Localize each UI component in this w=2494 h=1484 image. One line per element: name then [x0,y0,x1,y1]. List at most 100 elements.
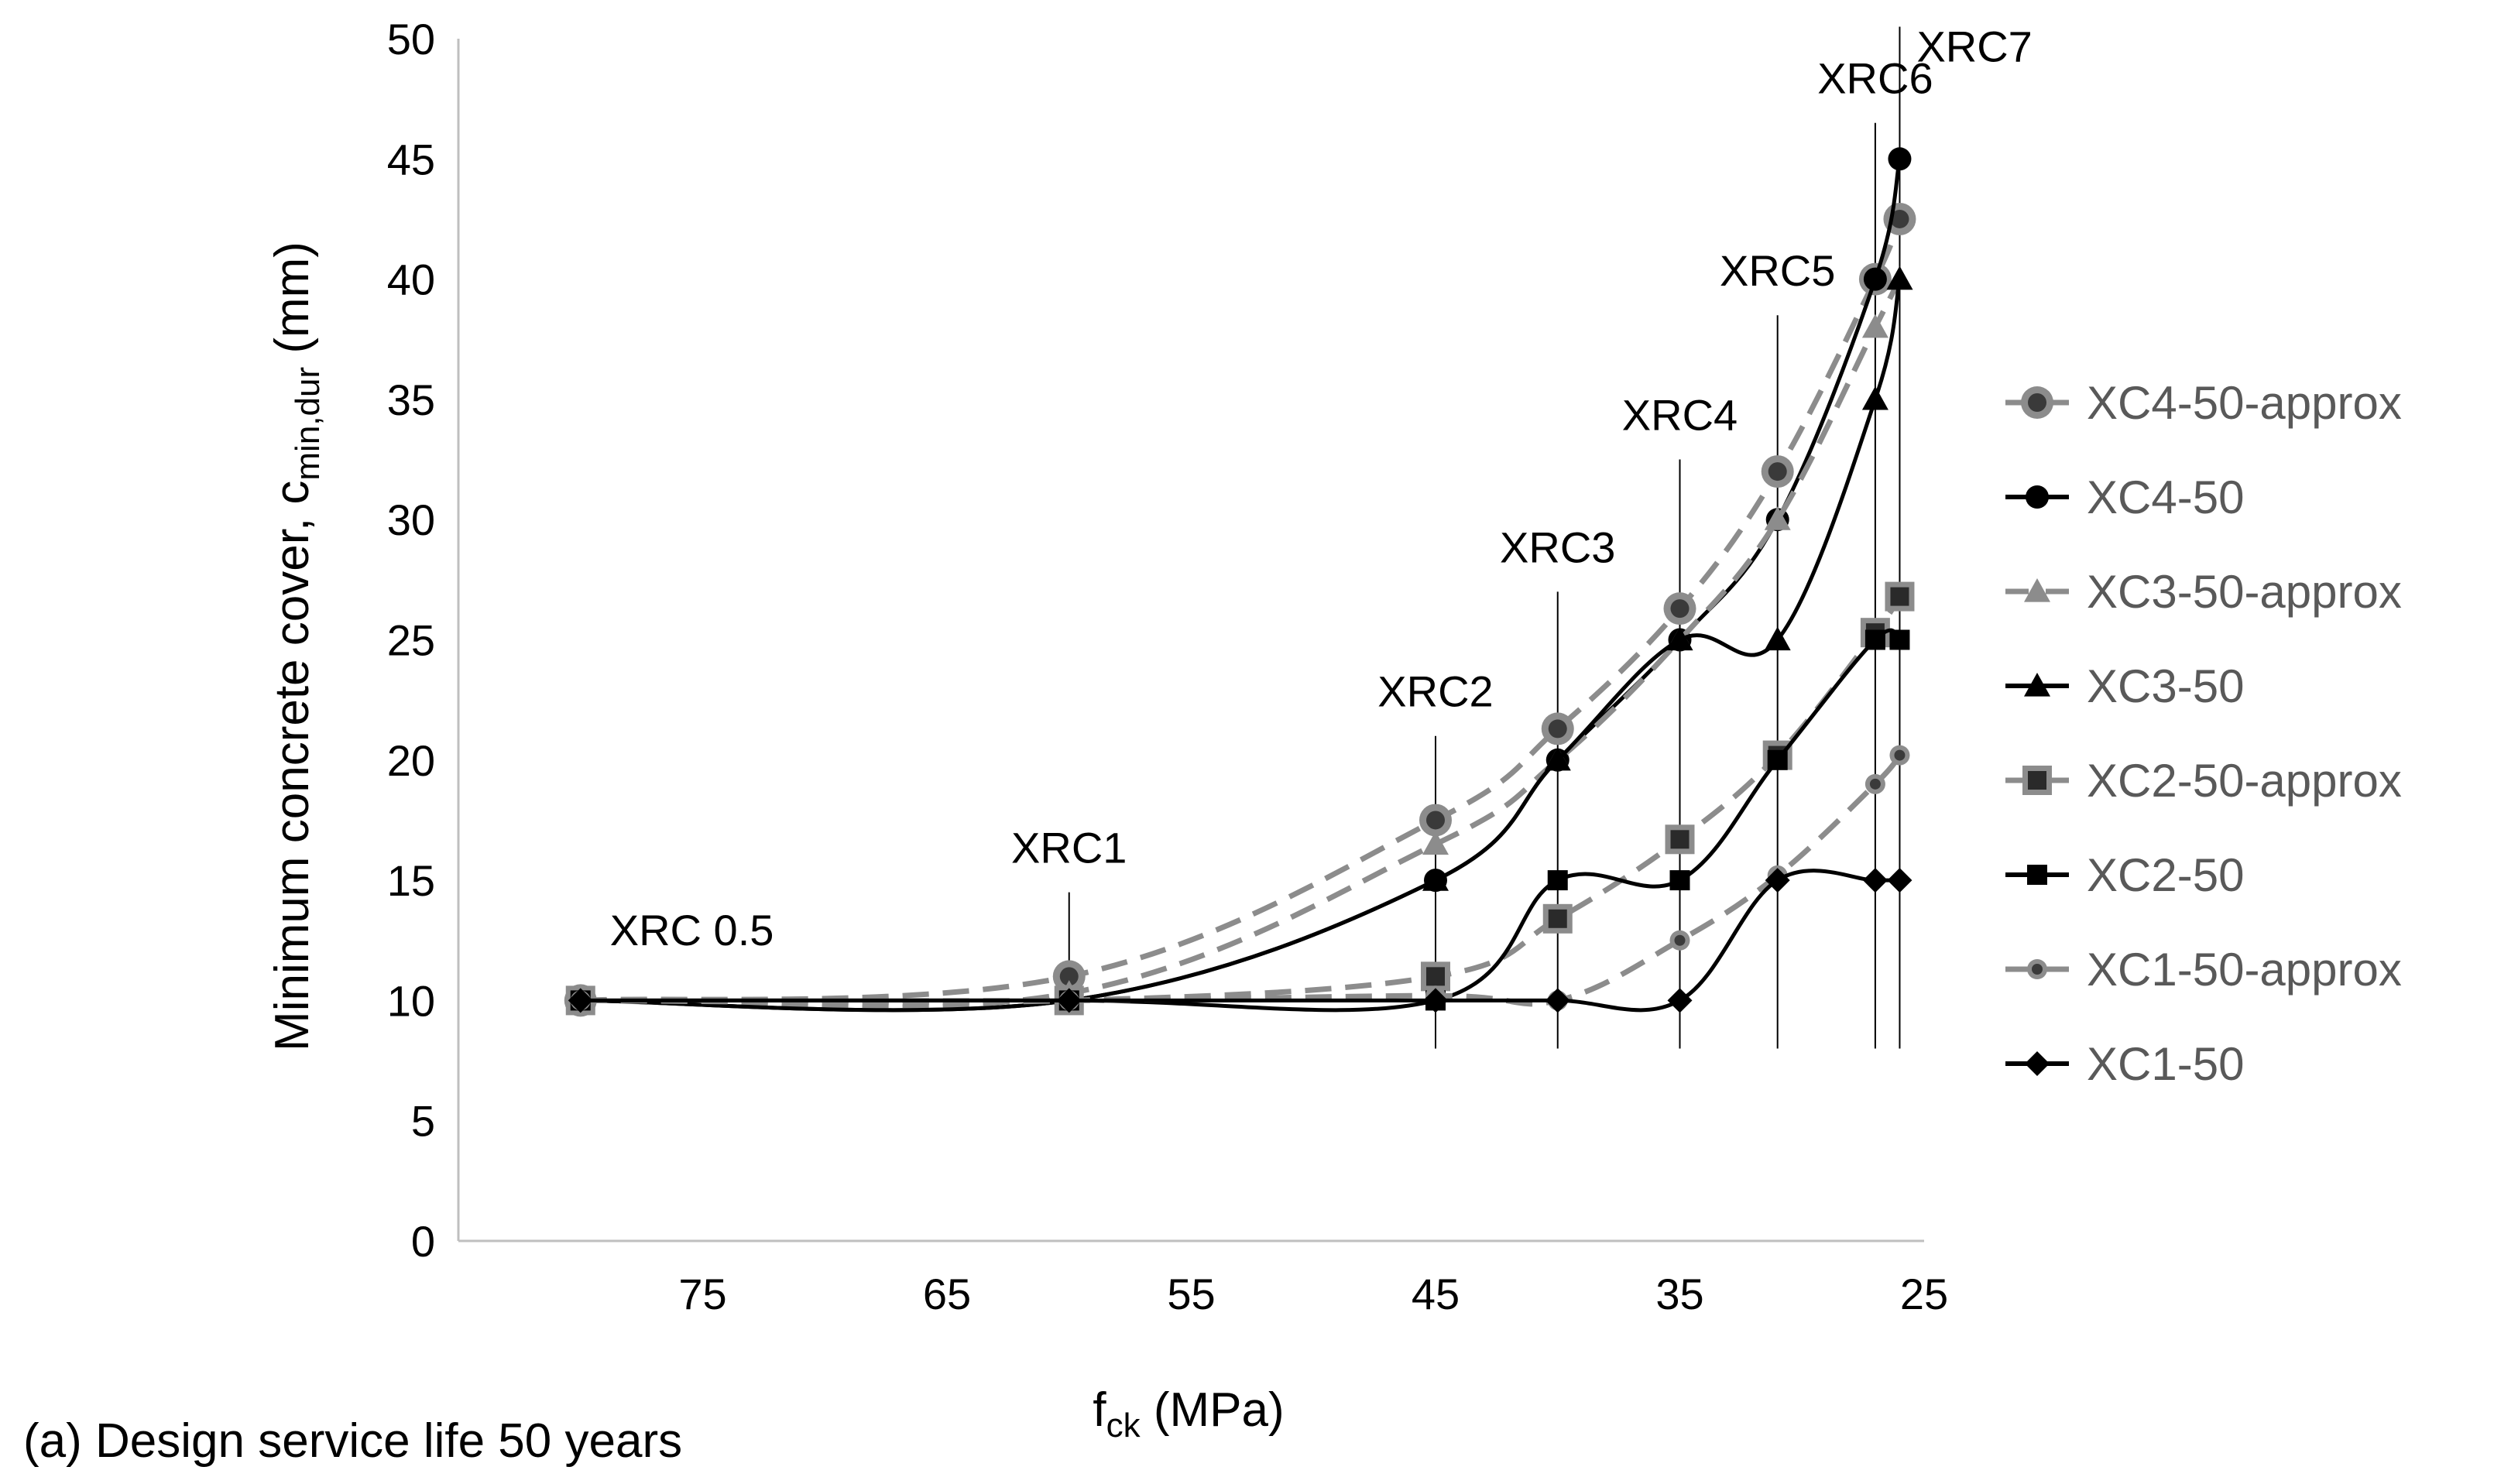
marker-triangle [1764,626,1791,651]
marker-triangle [1544,746,1571,771]
marker-circle-inner [1768,462,1787,482]
annotation-label: XRC 0.5 [610,906,774,954]
marker-circle [1888,147,1912,171]
marker-diamond [1765,868,1790,893]
series-XC3-50 [567,266,1913,1013]
marker-star-inner [2032,964,2043,975]
marker-triangle [1886,266,1913,290]
marker-diamond [1423,988,1448,1013]
y-tick-label: 0 [411,1217,435,1266]
marker-triangle [1764,506,1791,530]
series-line [580,218,1902,1003]
x-axis-title-unit: (MPa) [1141,1383,1285,1437]
marker-square-inner [1548,909,1567,928]
legend-label: XC4-50-approx [2087,377,2402,429]
marker-square [1669,870,1690,891]
legend-entry: XC1-50 [2005,1038,2244,1090]
y-tick-label: 20 [387,736,435,785]
marker-triangle [1422,831,1449,855]
series-line [580,278,1902,1011]
series-line [580,279,1902,1013]
y-tick-label: 35 [387,375,435,424]
marker-square [1547,870,1568,891]
legend-label: XC3-50-approx [2087,566,2402,618]
marker-diamond [568,988,593,1013]
marker-diamond [1667,988,1693,1013]
legend-label: XC3-50 [2087,660,2244,712]
series-line [580,869,1900,1013]
annotation-label: XRC5 [1720,246,1835,295]
legend: XC4-50-approx XC4-50 XC3-50-approx XC3-50 XC… [2005,377,2402,1090]
legend-label: XC1-50-approx [2087,944,2402,996]
legend-label: XC1-50 [2087,1038,2244,1090]
y-axis-title: Minimum concrete cover, cmin,dur (mm) [266,242,327,1051]
marker-star-inner [1869,778,1881,790]
series-XC1-50 [568,868,1913,1013]
marker-square-inner [1670,830,1690,849]
annotation-label: XRC1 [1011,824,1127,872]
marker-diamond [1862,868,1888,893]
x-axis-title: fck (MPa) [1093,1383,1284,1445]
series-XC4-50-approx [564,202,1916,1017]
x-axis-title-main: f [1093,1383,1106,1437]
marker-triangle [1861,386,1889,410]
marker-triangle [1422,867,1449,891]
legend-label: XC2-50 [2087,849,2244,901]
y-axis-title-unit: (mm) [266,242,319,367]
marker-square-inner [1890,587,1909,606]
marker-triangle [1666,626,1693,651]
marker-square-inner [2028,771,2046,790]
annotation-label: XRC4 [1622,391,1738,440]
marker-square [1864,629,1885,650]
marker-triangle [2024,578,2050,602]
y-tick-label: 50 [387,15,435,63]
marker-square [1767,749,1788,770]
x-tick-label: 65 [923,1270,971,1318]
y-tick-label: 15 [387,856,435,905]
legend-entry: XC2-50 [2005,849,2244,901]
legend-entry: XC3-50 [2005,660,2244,712]
legend-entry: XC4-50-approx [2005,377,2402,429]
x-tick-label: 75 [678,1270,726,1318]
annotation-label: XRC2 [1377,667,1493,716]
marker-circle [1863,267,1887,291]
x-axis-title-sub: ck [1106,1407,1141,1445]
marker-circle [2026,485,2049,509]
series-XC4-50 [568,147,1912,1013]
y-axis-title-main: Minimum concrete cover, c [266,481,319,1051]
marker-diamond [2025,1051,2050,1076]
y-tick-label: 25 [387,616,435,665]
marker-circle-inner [1548,719,1567,739]
marker-circle-inner [2028,393,2046,412]
y-tick-label: 40 [387,255,435,304]
y-tick-label: 30 [387,495,435,544]
marker-circle-inner [1890,209,1909,228]
x-tick-label: 35 [1655,1270,1703,1318]
x-tick-label: 25 [1900,1270,1948,1318]
series-line [580,753,1902,1007]
marker-square-inner [1426,967,1445,986]
marker-star-inner [1674,934,1686,946]
y-tick-label: 10 [387,976,435,1025]
marker-circle-inner [1059,967,1079,986]
axes: 0 5 10 15 20 25 30 35 40 45 50 75 65 55 45 35 25 [387,15,1948,1318]
marker-circle-inner [1670,599,1690,619]
marker-triangle [1861,314,1889,338]
x-tick-label: 45 [1412,1270,1460,1318]
marker-triangle [2024,673,2050,697]
legend-label: XC4-50 [2087,471,2244,523]
x-tick-label: 55 [1167,1270,1215,1318]
legend-entry: XC1-50-approx [2005,944,2402,996]
annotation-label: XRC6 [1817,54,1933,103]
series-group [564,147,1916,1017]
y-axis-title-sub: min,dur [289,367,327,481]
series-line [580,158,1902,1013]
marker-square [1889,629,1910,650]
marker-diamond [1887,868,1913,893]
annotation-label: XRC7 [1916,22,2032,70]
annotation-label: XRC3 [1500,523,1615,571]
marker-diamond [1056,988,1082,1013]
legend-label: XC2-50-approx [2087,755,2402,807]
